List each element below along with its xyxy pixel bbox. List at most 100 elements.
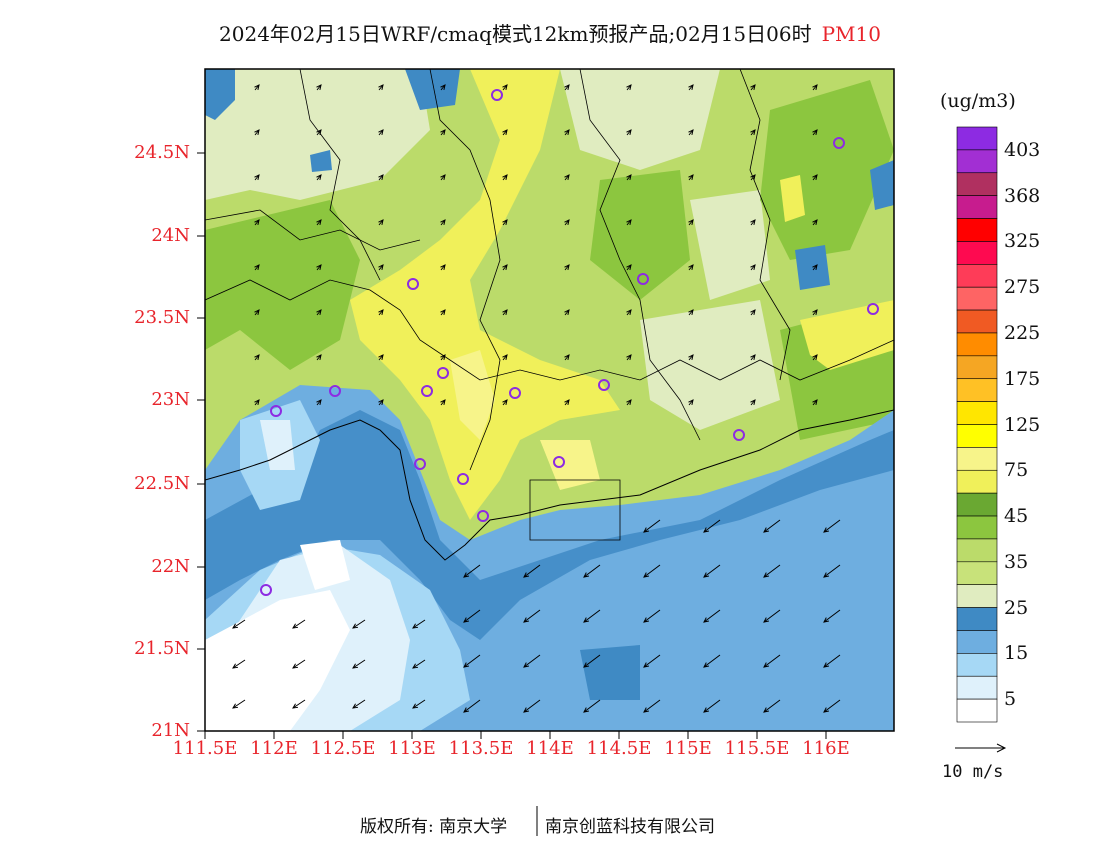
wind-arrow: [463, 609, 481, 623]
wind-arrowhead: [626, 129, 632, 135]
colorbar-swatch: [956, 355, 998, 380]
wind-arrow: [823, 564, 841, 578]
y-tick-label: 23.5N: [134, 307, 190, 328]
wind-arrowhead: [564, 219, 570, 225]
wind-arrow: [583, 609, 601, 623]
wind-arrowhead: [502, 219, 508, 225]
wind-arrow: [232, 699, 246, 709]
y-tick-label: 22.5N: [134, 473, 190, 494]
wind-arrowhead: [232, 623, 239, 629]
wind-arrow: [232, 659, 246, 669]
wind-arrowhead: [502, 84, 508, 90]
colorbar-swatch: [956, 264, 998, 288]
x-tick-label: 115.5E: [724, 738, 790, 759]
wind-arrowhead: [626, 309, 632, 315]
x-tick-label: 112.5E: [310, 738, 376, 759]
wind-arrowhead: [316, 84, 322, 90]
green-patch-c: [590, 170, 690, 300]
station-marker: [329, 385, 341, 397]
wind-arrowhead: [564, 399, 570, 405]
colorbar-level-label: 35: [1004, 550, 1029, 573]
y-tick-label: 21.5N: [134, 638, 190, 659]
x-tick-label: 111.5E: [172, 738, 238, 759]
stations: [260, 89, 879, 596]
station-marker: [270, 405, 282, 417]
wind-arrowhead: [254, 309, 260, 315]
wind-arrow: [412, 619, 426, 629]
wind-arrowhead: [316, 129, 322, 135]
wind-arrow: [763, 564, 781, 578]
blue-patch-ne: [870, 160, 894, 210]
wind-arrow: [763, 654, 781, 668]
sea-white-sw: [205, 590, 350, 731]
wind-arrowhead: [763, 707, 770, 713]
y-tick-label: 24N: [151, 225, 190, 246]
colorbar-swatch: [956, 241, 998, 265]
wind-arrowhead: [412, 623, 419, 629]
wind-arrowhead: [254, 264, 260, 270]
wind-arrowhead: [763, 617, 770, 623]
wind-arrowhead: [292, 703, 299, 709]
wind-arrowhead: [316, 354, 322, 360]
wind-arrowhead: [523, 707, 530, 713]
wind-arrowhead: [583, 572, 590, 578]
wind-arrowhead: [583, 662, 590, 668]
colorbar-level-label: 275: [1004, 276, 1041, 299]
wind-arrowhead: [502, 129, 508, 135]
wind-arrowhead: [523, 572, 530, 578]
wind-arrowhead: [254, 354, 260, 360]
wind-arrow: [523, 609, 541, 623]
wind-arrowhead: [564, 354, 570, 360]
wind-arrowhead: [254, 129, 260, 135]
wind-arrowhead: [232, 703, 239, 709]
wind-arrow: [352, 699, 366, 709]
wind-arrowhead: [688, 84, 694, 90]
wind-arrow: [643, 699, 661, 713]
sea-pale-w: [260, 420, 295, 470]
wind-arrow: [292, 619, 306, 629]
wind-arrow: [412, 659, 426, 669]
wind-arrowhead: [703, 527, 710, 533]
wind-arrow: [643, 609, 661, 623]
colorbar-level-label: 325: [1004, 230, 1041, 253]
pale-patch-c: [640, 300, 780, 430]
title-text: 2024年02月15日WRF/cmaq模式12km预报产品;02月15日06时: [219, 22, 812, 46]
colorbar-swatch: [956, 698, 998, 723]
wind-arrowhead: [352, 663, 359, 669]
wind-arrowhead: [378, 129, 384, 135]
admin-boundary-2: [299, 69, 381, 281]
colorbar-swatch: [956, 538, 998, 563]
coastline: [205, 409, 894, 561]
colorbar-swatch: [956, 447, 998, 471]
station-marker: [260, 584, 272, 596]
wind-arrow: [823, 654, 841, 668]
station-marker: [867, 303, 879, 315]
wind-arrowhead: [643, 572, 650, 578]
colorbar-level-label: 125: [1004, 413, 1041, 436]
colorbar-level-label: 225: [1004, 321, 1041, 344]
x-tick-label: 116E: [802, 738, 850, 759]
wind-arrowhead: [763, 662, 770, 668]
wind-arrows: [232, 84, 841, 713]
colorbar-swatch: [956, 469, 998, 494]
wind-arrowhead: [254, 84, 260, 90]
wind-arrowhead: [502, 354, 508, 360]
wind-arrowhead: [378, 309, 384, 315]
station-marker: [421, 385, 433, 397]
wind-arrow: [823, 519, 841, 533]
colorbar-swatch: [956, 332, 998, 357]
wind-arrowhead: [812, 219, 818, 225]
colorbar-level-label: 15: [1004, 642, 1029, 665]
colorbar-level-label: 403: [1004, 138, 1041, 161]
wind-arrow: [463, 564, 481, 578]
wind-arrow: [292, 699, 306, 709]
wind-arrowhead: [750, 399, 756, 405]
footer-company: 南京创蓝科技有限公司: [545, 817, 715, 837]
wind-arrowhead: [688, 129, 694, 135]
colorbar-level-label: 5: [1004, 688, 1017, 711]
wind-arrowhead: [823, 572, 830, 578]
wind-arrow: [523, 564, 541, 578]
colorbar-swatch: [956, 172, 998, 196]
wind-arrowhead: [643, 617, 650, 623]
wind-arrowhead: [523, 662, 530, 668]
